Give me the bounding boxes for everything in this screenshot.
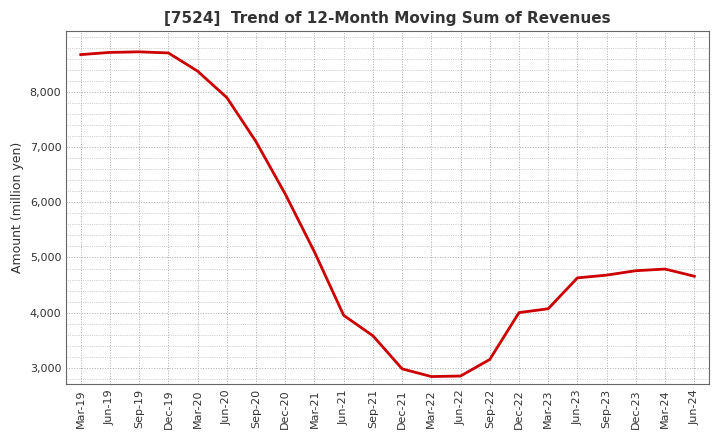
Y-axis label: Amount (million yen): Amount (million yen): [11, 142, 24, 274]
Title: [7524]  Trend of 12-Month Moving Sum of Revenues: [7524] Trend of 12-Month Moving Sum of R…: [164, 11, 611, 26]
